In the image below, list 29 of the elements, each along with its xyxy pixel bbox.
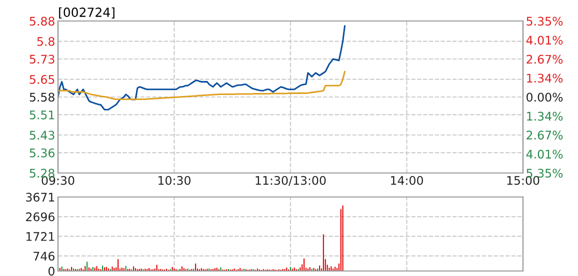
- chart-title: [002724]: [59, 7, 114, 18]
- x-tick-label: 15:00: [507, 176, 540, 185]
- y2-tick-label: 0.00%: [526, 92, 563, 102]
- y2-tick-label: 5.35%: [526, 168, 563, 178]
- y-tick-label: 0: [48, 266, 54, 276]
- y-tick-label: 2696: [26, 212, 54, 222]
- y2-tick-label: 2.67%: [526, 54, 563, 64]
- y-tick-label: 5.36: [30, 148, 54, 158]
- y-tick-label: 1721: [26, 232, 54, 241]
- y2-tick-label: 4.01%: [526, 150, 563, 159]
- y-tick-label: 5.65: [30, 74, 54, 84]
- x-tick-label: 09:30: [42, 176, 74, 185]
- y-tick-label: 5.51: [30, 110, 54, 120]
- y-tick-label: 5.73: [30, 54, 54, 64]
- x-tick-label: 10:30: [158, 176, 190, 185]
- y-tick-label: 5.88: [30, 16, 54, 26]
- y-tick-label: 5.58: [30, 92, 54, 102]
- y-tick-label: 5.43: [30, 130, 54, 140]
- y2-tick-label: 1.34%: [527, 112, 563, 121]
- y-tick-label: 5.8: [37, 36, 54, 46]
- y2-tick-label: 1.34%: [527, 74, 563, 83]
- y-tick-label: 5.28: [30, 168, 54, 178]
- x-tick-label: 14:00: [391, 176, 423, 185]
- y2-tick-label: 5.35%: [526, 16, 563, 26]
- x-tick-label: 11:30/13:00: [256, 176, 326, 186]
- y2-tick-label: 4.01%: [526, 36, 563, 45]
- y-tick-label: 746: [34, 252, 54, 261]
- y2-tick-label: 2.67%: [526, 130, 563, 140]
- y-tick-label: 3671: [26, 192, 54, 202]
